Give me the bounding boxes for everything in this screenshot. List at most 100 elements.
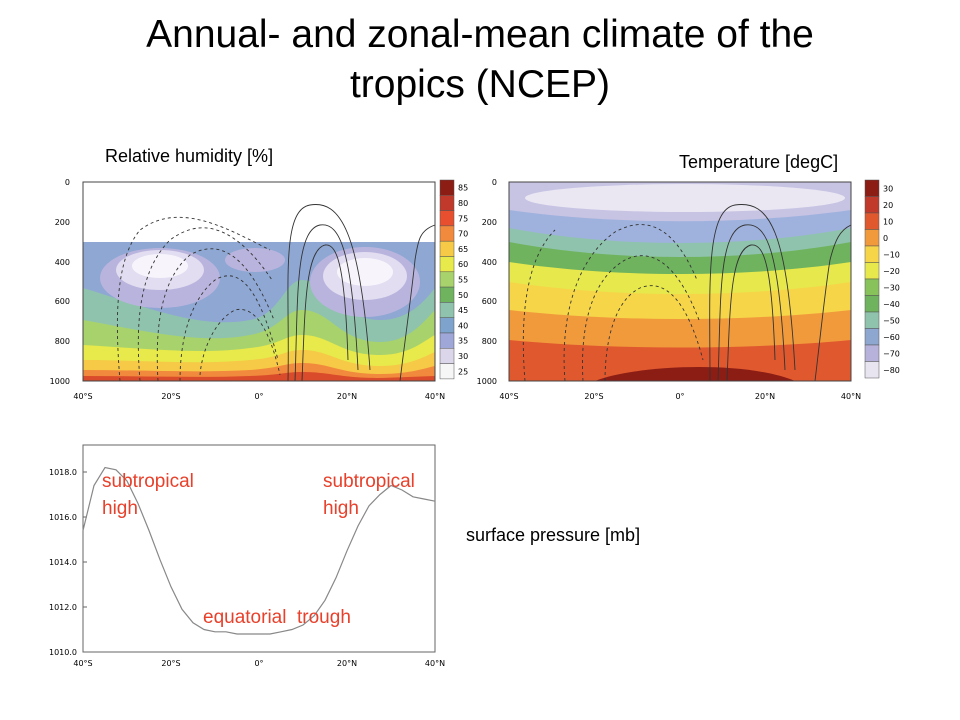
colorbar-swatch — [864, 295, 880, 313]
colorbar-swatch — [864, 262, 880, 280]
sp-x-axis: 40°S 20°S 0° 20°N 40°N — [73, 659, 445, 668]
rh-xtick: 40°N — [425, 392, 445, 401]
colorbar-swatch — [864, 179, 880, 197]
colorbar-swatch — [439, 332, 455, 349]
temp-xtick: 20°N — [755, 392, 775, 401]
sp-ytick: 1016.0 — [49, 513, 77, 522]
sp-xtick: 20°S — [161, 659, 180, 668]
rh-ytick: 600 — [55, 297, 70, 306]
colorbar-swatch — [864, 229, 880, 247]
colorbar-label: −60 — [883, 333, 900, 342]
colorbar-swatch — [439, 179, 455, 196]
temp-ytick: 0 — [492, 178, 497, 187]
colorbar-swatch — [439, 348, 455, 364]
colorbar-swatch — [439, 363, 455, 380]
temp-ytick: 1000 — [477, 377, 497, 386]
colorbar-label: 30 — [458, 352, 468, 361]
temp-xtick: 0° — [675, 392, 684, 401]
colorbar-swatch — [864, 245, 880, 263]
rh-field — [83, 182, 435, 381]
sp-ytick: 1018.0 — [49, 468, 77, 477]
title-line-2: tropics (NCEP) — [349, 63, 611, 106]
temp-ytick: 400 — [482, 258, 497, 267]
anno-line: subtropical — [102, 471, 194, 492]
colorbar-label: 85 — [458, 184, 468, 193]
colorbar-swatch — [864, 344, 880, 362]
temp-ytick: 600 — [482, 297, 497, 306]
colorbar-label: 40 — [458, 321, 468, 330]
rh-xtick: 20°N — [337, 392, 357, 401]
colorbar-swatch — [864, 212, 880, 230]
temp-xtick: 40°N — [841, 392, 861, 401]
temp-xtick: 20°S — [584, 392, 603, 401]
colorbar-label: 75 — [458, 214, 468, 223]
title-line-1: Annual- and zonal-mean climate of the — [146, 13, 814, 56]
sp-xtick: 40°N — [425, 659, 445, 668]
anno-line: subtropical — [323, 471, 415, 492]
temp-field — [509, 182, 851, 381]
sp-ytick: 1010.0 — [49, 648, 77, 657]
temp-y-axis: 0 200 400 600 800 1000 — [477, 178, 497, 386]
annotation-subtropical-high-south: subtropical high — [102, 468, 194, 522]
colorbar-swatch — [864, 278, 880, 296]
temp-label: Temperature [degC] — [679, 152, 839, 172]
sp-xtick: 20°N — [337, 659, 357, 668]
temp-chart: 0 200 400 600 800 1000 40°S 20°S 0° 20°N… — [477, 178, 900, 401]
colorbar-label: 60 — [458, 260, 468, 269]
sp-xtick: 0° — [254, 659, 263, 668]
colorbar-label: 80 — [458, 199, 468, 208]
rh-y-axis: 0 200 400 600 800 1000 — [50, 178, 70, 386]
temp-contours — [522, 204, 851, 381]
colorbar-label: 10 — [883, 217, 893, 226]
rh-x-axis: 40°S 20°S 0° 20°N 40°N — [73, 392, 445, 401]
sp-label: surface pressure [mb] — [466, 525, 641, 545]
rh-xtick: 20°S — [161, 392, 180, 401]
colorbar-swatch — [439, 225, 455, 242]
colorbar-swatch — [439, 271, 455, 288]
sp-chart: 1010.0 1012.0 1014.0 1016.0 1018.0 40°S 20°S 0… — [49, 444, 445, 668]
temp-x-axis: 40°S 20°S 0° 20°N 40°N — [499, 392, 861, 401]
colorbar-label: −30 — [883, 283, 900, 292]
colorbar-swatch — [439, 256, 455, 273]
rh-xtick: 0° — [254, 392, 263, 401]
colorbar-swatch — [864, 196, 880, 214]
colorbar-label: 0 — [883, 234, 888, 243]
rh-ytick: 400 — [55, 258, 70, 267]
annotation-subtropical-high-north: subtropical high — [323, 468, 415, 522]
colorbar-label: 45 — [458, 306, 468, 315]
colorbar-label: −80 — [883, 366, 900, 375]
rh-ytick: 800 — [55, 337, 70, 346]
sp-y-axis: 1010.0 1012.0 1014.0 1016.0 1018.0 — [49, 468, 87, 657]
colorbar-swatch — [439, 195, 455, 211]
annotation-equatorial-trough: equatorial trough — [203, 607, 351, 628]
colorbar-label: 25 — [458, 367, 468, 376]
temp-ytick: 200 — [482, 218, 497, 227]
colorbar-label: −40 — [883, 300, 900, 309]
colorbar-swatch — [439, 317, 455, 334]
rh-label: Relative humidity [%] — [105, 146, 274, 166]
colorbar-label: 55 — [458, 275, 468, 284]
colorbar-swatch — [439, 240, 455, 257]
colorbar-swatch — [864, 328, 880, 346]
rh-chart: 0 200 400 600 800 1000 40°S 20°S 0° 20°N… — [50, 178, 469, 401]
rh-contours — [116, 204, 435, 381]
page-title: Annual- and zonal-mean climate of the tr… — [0, 10, 960, 110]
colorbar-label: 70 — [458, 230, 468, 239]
colorbar-label: −50 — [883, 316, 900, 325]
colorbar-label: −10 — [883, 250, 900, 259]
colorbar-swatch — [439, 302, 455, 318]
colorbar-label: 30 — [883, 184, 893, 193]
sp-ytick: 1014.0 — [49, 558, 77, 567]
colorbar-swatch — [864, 361, 880, 379]
colorbar-label: 65 — [458, 245, 468, 254]
temp-xtick: 40°S — [499, 392, 518, 401]
colorbar-swatch — [864, 311, 880, 329]
colorbar-swatch — [439, 210, 455, 227]
rh-ytick: 1000 — [50, 377, 70, 386]
colorbar-label: −20 — [883, 267, 900, 276]
colorbar-label: 20 — [883, 201, 893, 210]
rh-xtick: 40°S — [73, 392, 92, 401]
anno-line: high — [323, 498, 359, 519]
colorbar-label: −70 — [883, 349, 900, 358]
rh-colorbar: 85 80 75 70 65 60 55 50 45 40 35 30 25 — [439, 179, 468, 380]
